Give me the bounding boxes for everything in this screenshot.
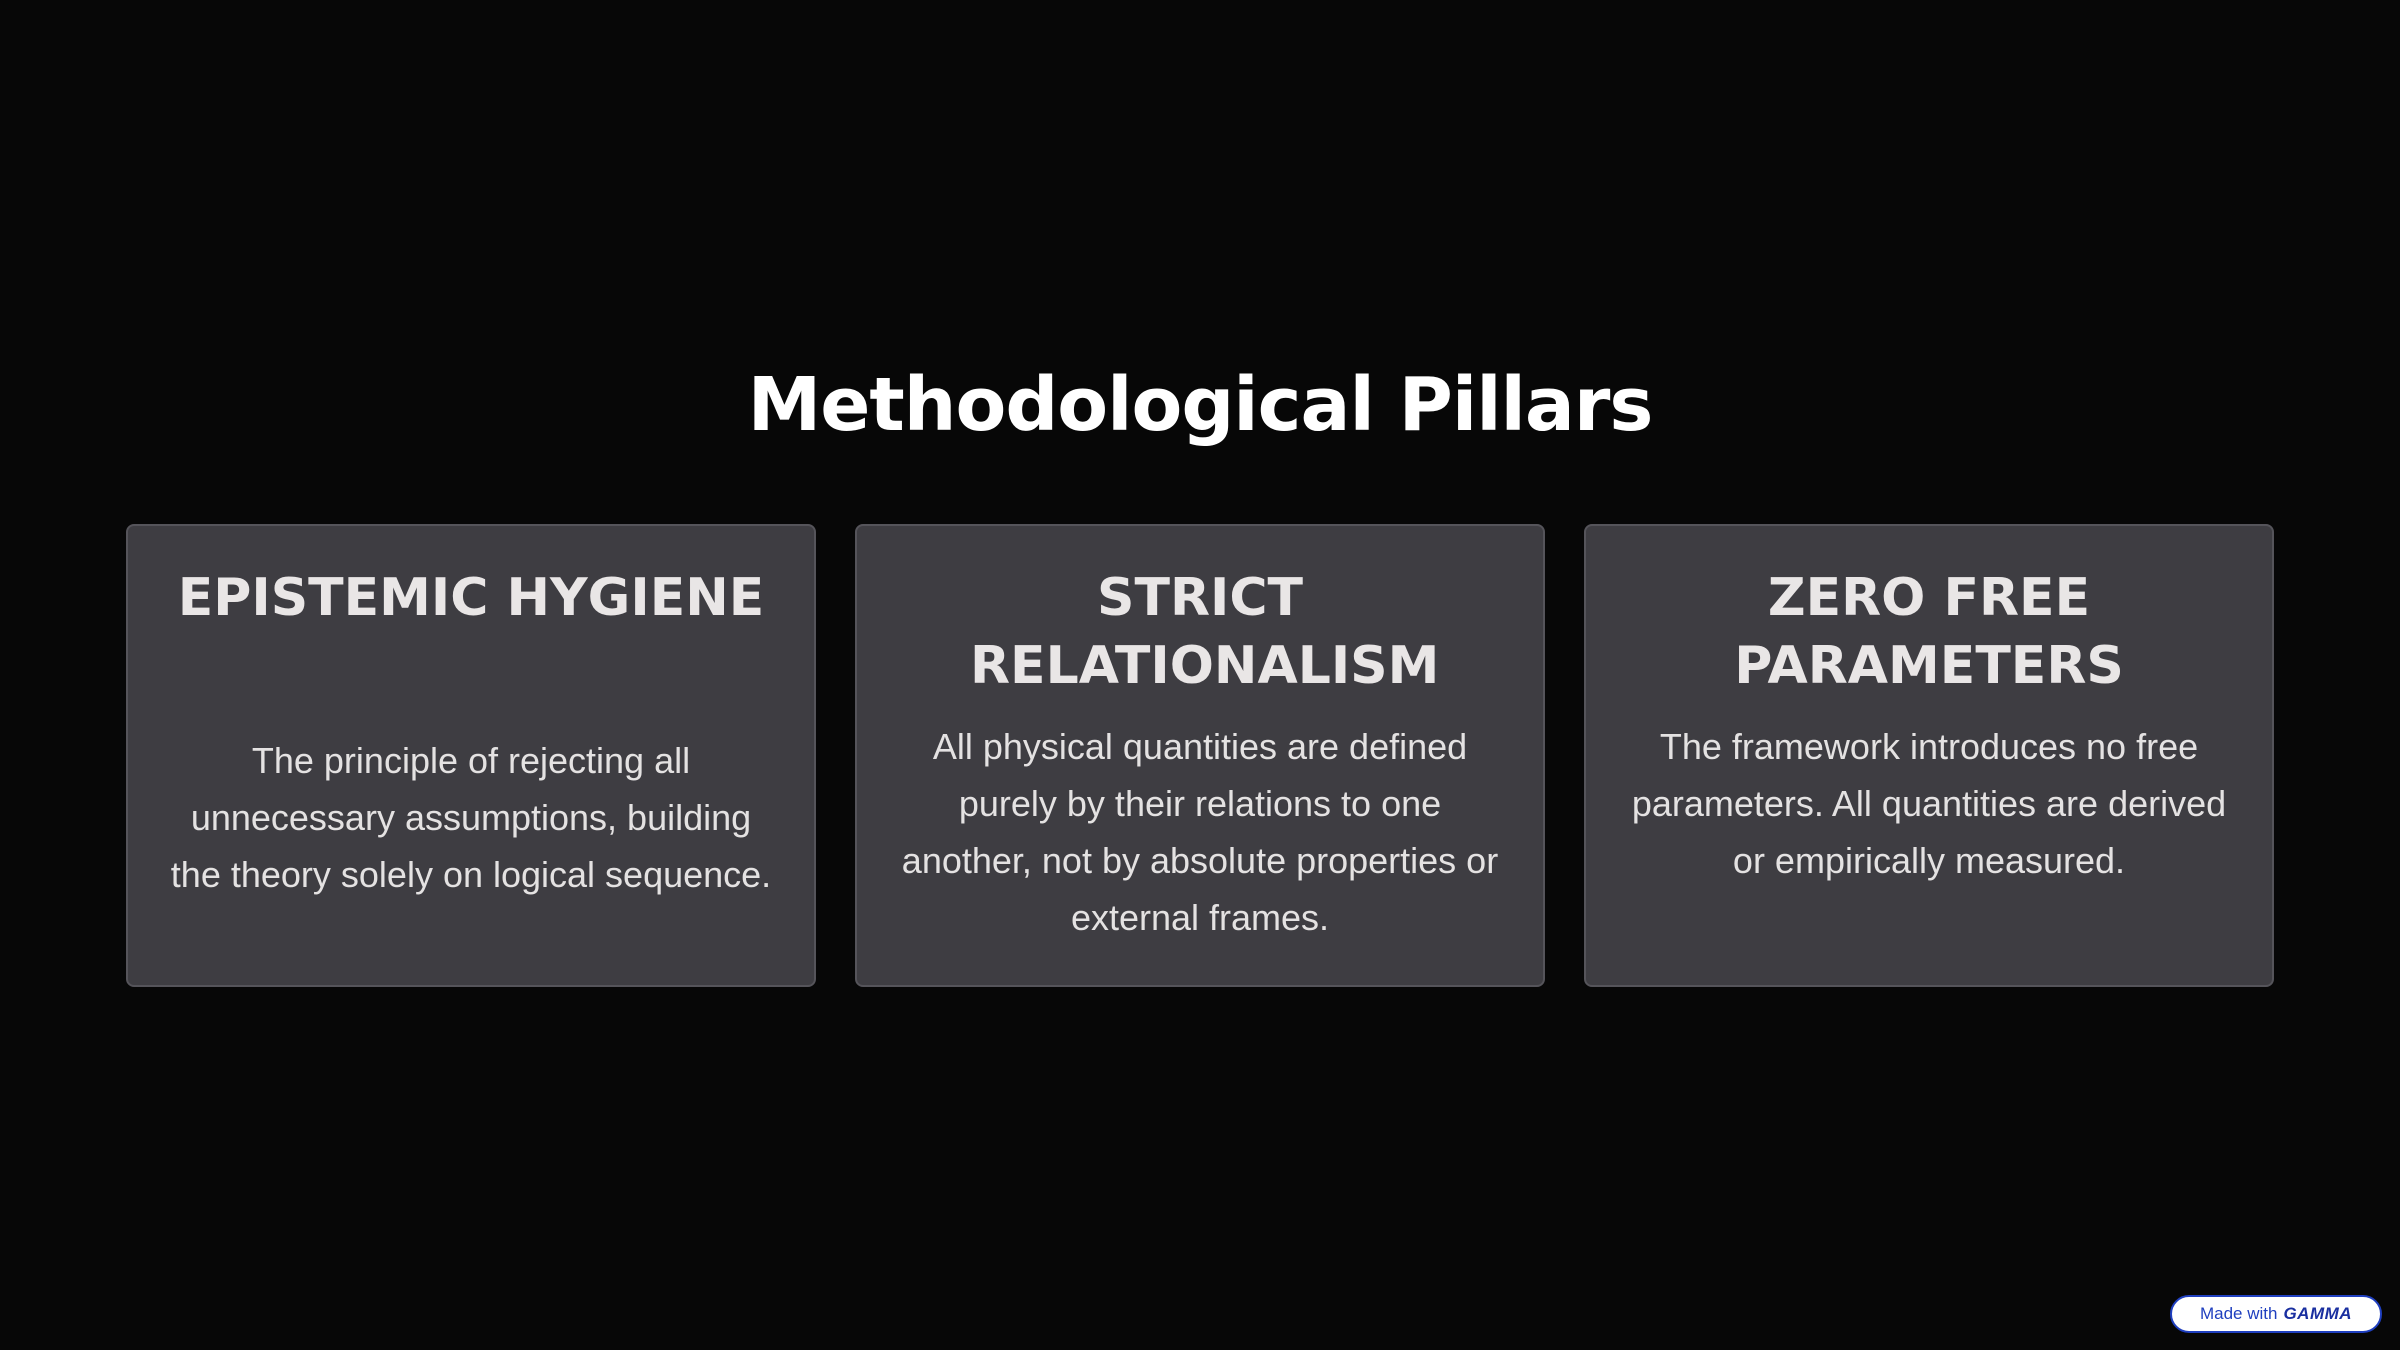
pillar-cards: EPISTEMIC HYGIENE The principle of rejec… [126,524,2274,987]
card-body: The principle of rejecting all unnecessa… [170,740,772,895]
card-heading: EPISTEMIC HYGIENE [177,568,765,628]
card-heading: STRICT RELATIONALISM [970,568,1440,696]
card-body: The framework introduces no free paramet… [1631,726,2227,881]
badge-prefix: Made with [2199,1304,2278,1323]
gamma-logo: GAMMA [2283,1304,2353,1323]
pillar-card-zero-free-parameters: ZERO FREE PARAMETERS The framework intro… [1584,524,2274,987]
pillar-card-strict-relationalism: STRICT RELATIONALISM All physical quanti… [855,524,1545,987]
slide-title: Methodological Pillars [747,362,1654,448]
card-heading: ZERO FREE PARAMETERS [1734,568,2124,696]
card-body: All physical quantities are defined pure… [901,726,1499,938]
made-with-gamma-badge[interactable]: Made with GAMMA [2170,1295,2382,1333]
pillar-card-epistemic-hygiene: EPISTEMIC HYGIENE The principle of rejec… [126,524,816,987]
